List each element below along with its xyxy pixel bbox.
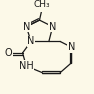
Text: N: N xyxy=(23,22,30,32)
Text: N: N xyxy=(68,42,75,52)
Text: NH: NH xyxy=(19,61,34,71)
Text: N: N xyxy=(49,22,56,32)
Text: N: N xyxy=(27,36,35,46)
Text: CH₃: CH₃ xyxy=(33,0,50,9)
Text: O: O xyxy=(5,48,12,58)
